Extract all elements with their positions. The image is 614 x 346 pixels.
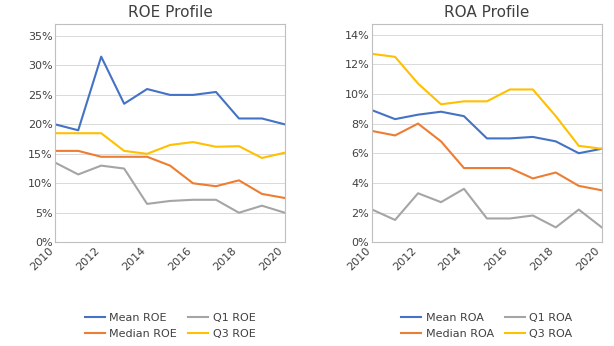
Title: ROA Profile: ROA Profile: [445, 5, 530, 20]
Title: ROE Profile: ROE Profile: [128, 5, 212, 20]
Legend: Mean ROE, Median ROE, Q1 ROE, Q3 ROE: Mean ROE, Median ROE, Q1 ROE, Q3 ROE: [80, 309, 260, 343]
Legend: Mean ROA, Median ROA, Q1 ROA, Q3 ROA: Mean ROA, Median ROA, Q1 ROA, Q3 ROA: [397, 309, 577, 343]
